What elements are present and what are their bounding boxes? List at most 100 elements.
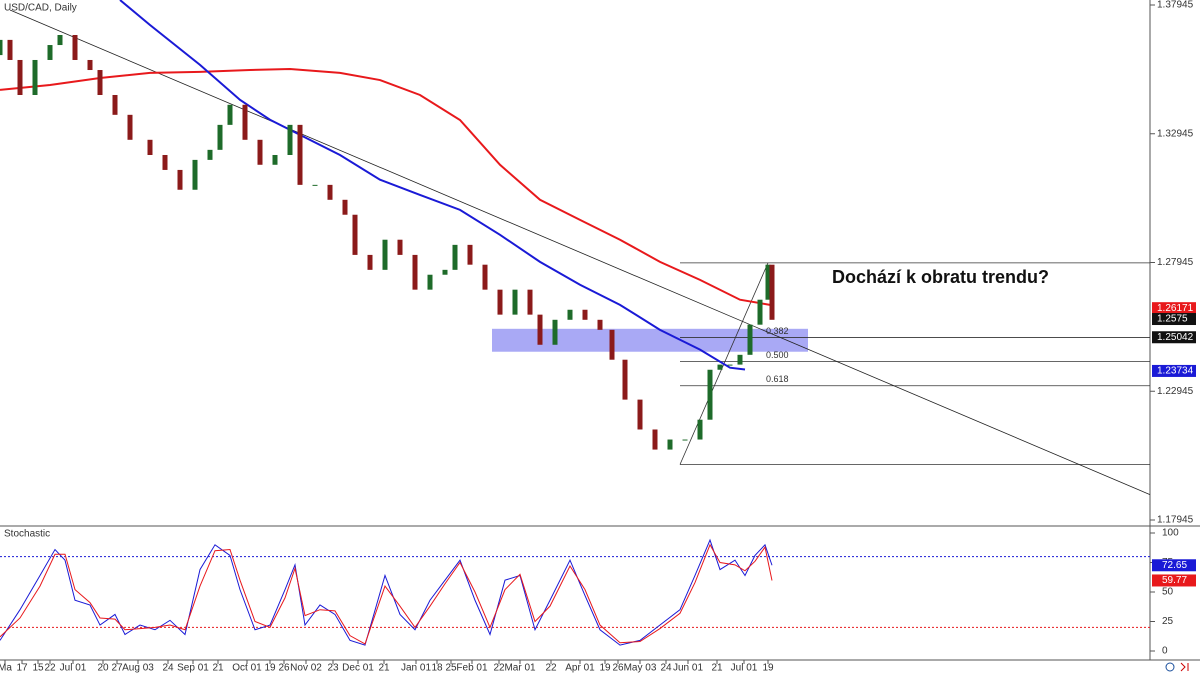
candle bbox=[537, 314, 543, 345]
x-tick-label: 17 bbox=[16, 663, 28, 674]
fib-label: 0.618 bbox=[766, 374, 789, 384]
stoch-tick-label: 100 bbox=[1162, 528, 1179, 539]
fib-label: 0.382 bbox=[766, 326, 789, 336]
x-tick-label: Sep 01 bbox=[177, 663, 209, 674]
icon[interactable] bbox=[1165, 662, 1175, 672]
stoch-value-label: 72.65 bbox=[1162, 560, 1187, 571]
x-tick-label: Jun 01 bbox=[673, 663, 703, 674]
candle bbox=[382, 239, 388, 270]
x-tick-label: 19 bbox=[599, 663, 611, 674]
candle bbox=[697, 419, 703, 440]
candle bbox=[482, 264, 488, 290]
fib-label: 0.500 bbox=[766, 350, 789, 360]
candle bbox=[147, 139, 153, 155]
x-tick-label: Apr 01 bbox=[565, 663, 595, 674]
x-tick-label: 26 bbox=[278, 663, 290, 674]
footer-icons[interactable] bbox=[1165, 662, 1189, 672]
x-tick-label: 22 bbox=[44, 663, 56, 674]
candle bbox=[467, 244, 473, 265]
x-tick-label: 22 bbox=[493, 663, 505, 674]
y-tick-label: 1.37945 bbox=[1157, 0, 1194, 11]
x-tick-label: Jul 01 bbox=[731, 663, 758, 674]
candle bbox=[272, 154, 278, 165]
stoch-tick-label: 50 bbox=[1162, 587, 1174, 598]
moving-average bbox=[0, 67, 771, 306]
x-tick-label: 19 bbox=[762, 663, 774, 674]
x-tick-label: 20 bbox=[97, 663, 109, 674]
x-tick-label: 24 bbox=[162, 663, 174, 674]
candle bbox=[72, 34, 78, 60]
candle bbox=[192, 159, 198, 190]
x-tick-label: Aug 03 bbox=[122, 663, 154, 674]
y-tick-label: 1.17945 bbox=[1157, 515, 1194, 526]
candle bbox=[597, 319, 603, 330]
candle bbox=[667, 439, 673, 450]
candle bbox=[207, 149, 213, 160]
x-tick-label: Oct 01 bbox=[232, 663, 262, 674]
candle bbox=[367, 254, 373, 270]
candle bbox=[727, 364, 733, 366]
stochastic-title: Stochastic bbox=[4, 529, 50, 540]
candle bbox=[397, 239, 403, 255]
candle bbox=[162, 154, 168, 170]
candle bbox=[217, 124, 223, 150]
candle bbox=[127, 114, 133, 140]
x-tick-label: 24 bbox=[660, 663, 672, 674]
candle bbox=[47, 45, 53, 60]
stoch-tick-label: 25 bbox=[1162, 616, 1174, 627]
price-label: 1.26171 bbox=[1157, 303, 1194, 314]
candle bbox=[297, 124, 303, 185]
candle bbox=[497, 289, 503, 315]
annotation: Dochází k obratu trendu? bbox=[832, 267, 1049, 287]
zone bbox=[492, 328, 808, 352]
candle bbox=[747, 324, 753, 355]
price-label-box bbox=[1152, 313, 1196, 326]
candle bbox=[765, 264, 771, 300]
price-label-box bbox=[1152, 364, 1196, 377]
candle bbox=[637, 399, 643, 430]
candle bbox=[652, 429, 658, 450]
candle bbox=[769, 264, 775, 320]
x-tick-label: 21 bbox=[378, 663, 390, 674]
x-tick-label: 21 bbox=[212, 663, 224, 674]
x-tick-label: Nov 02 bbox=[290, 663, 322, 674]
price-label: 1.25042 bbox=[1157, 332, 1194, 343]
candle bbox=[242, 104, 248, 140]
x-tick-label: 15 bbox=[32, 663, 44, 674]
candle bbox=[707, 369, 713, 420]
candle bbox=[177, 169, 183, 190]
stoch-line bbox=[0, 538, 773, 646]
trendline bbox=[9, 9, 1151, 496]
y-tick-label: 1.22945 bbox=[1157, 386, 1194, 397]
candle bbox=[312, 184, 318, 186]
x-tick-label: 27 bbox=[111, 663, 123, 674]
candle bbox=[342, 199, 348, 215]
x-tick-label: Ma bbox=[0, 663, 12, 674]
candle bbox=[609, 329, 615, 360]
candle bbox=[442, 269, 448, 275]
candle bbox=[622, 359, 628, 400]
stoch-value-label: 59.77 bbox=[1162, 575, 1187, 586]
x-tick-label: Dec 01 bbox=[342, 663, 374, 674]
candle bbox=[757, 299, 763, 325]
stoch-value-box bbox=[1152, 559, 1196, 572]
x-tick-label: 22 bbox=[545, 663, 557, 674]
candle bbox=[17, 59, 23, 95]
candle bbox=[97, 70, 103, 95]
y-tick-label: 1.32945 bbox=[1157, 128, 1194, 139]
price-label-box bbox=[1152, 331, 1196, 344]
candle bbox=[0, 39, 3, 56]
candle bbox=[567, 309, 573, 320]
x-tick-label: Mar 01 bbox=[504, 663, 536, 674]
x-tick-label: May 03 bbox=[624, 663, 657, 674]
candle bbox=[327, 184, 333, 200]
candle bbox=[682, 439, 688, 441]
x-tick-label: 26 bbox=[612, 663, 624, 674]
moving-average bbox=[119, 0, 746, 371]
candle bbox=[527, 289, 533, 315]
candle bbox=[452, 244, 458, 270]
icon[interactable] bbox=[1180, 662, 1189, 672]
stoch-tick-label: 0 bbox=[1162, 646, 1168, 657]
x-tick-label: 21 bbox=[711, 663, 723, 674]
